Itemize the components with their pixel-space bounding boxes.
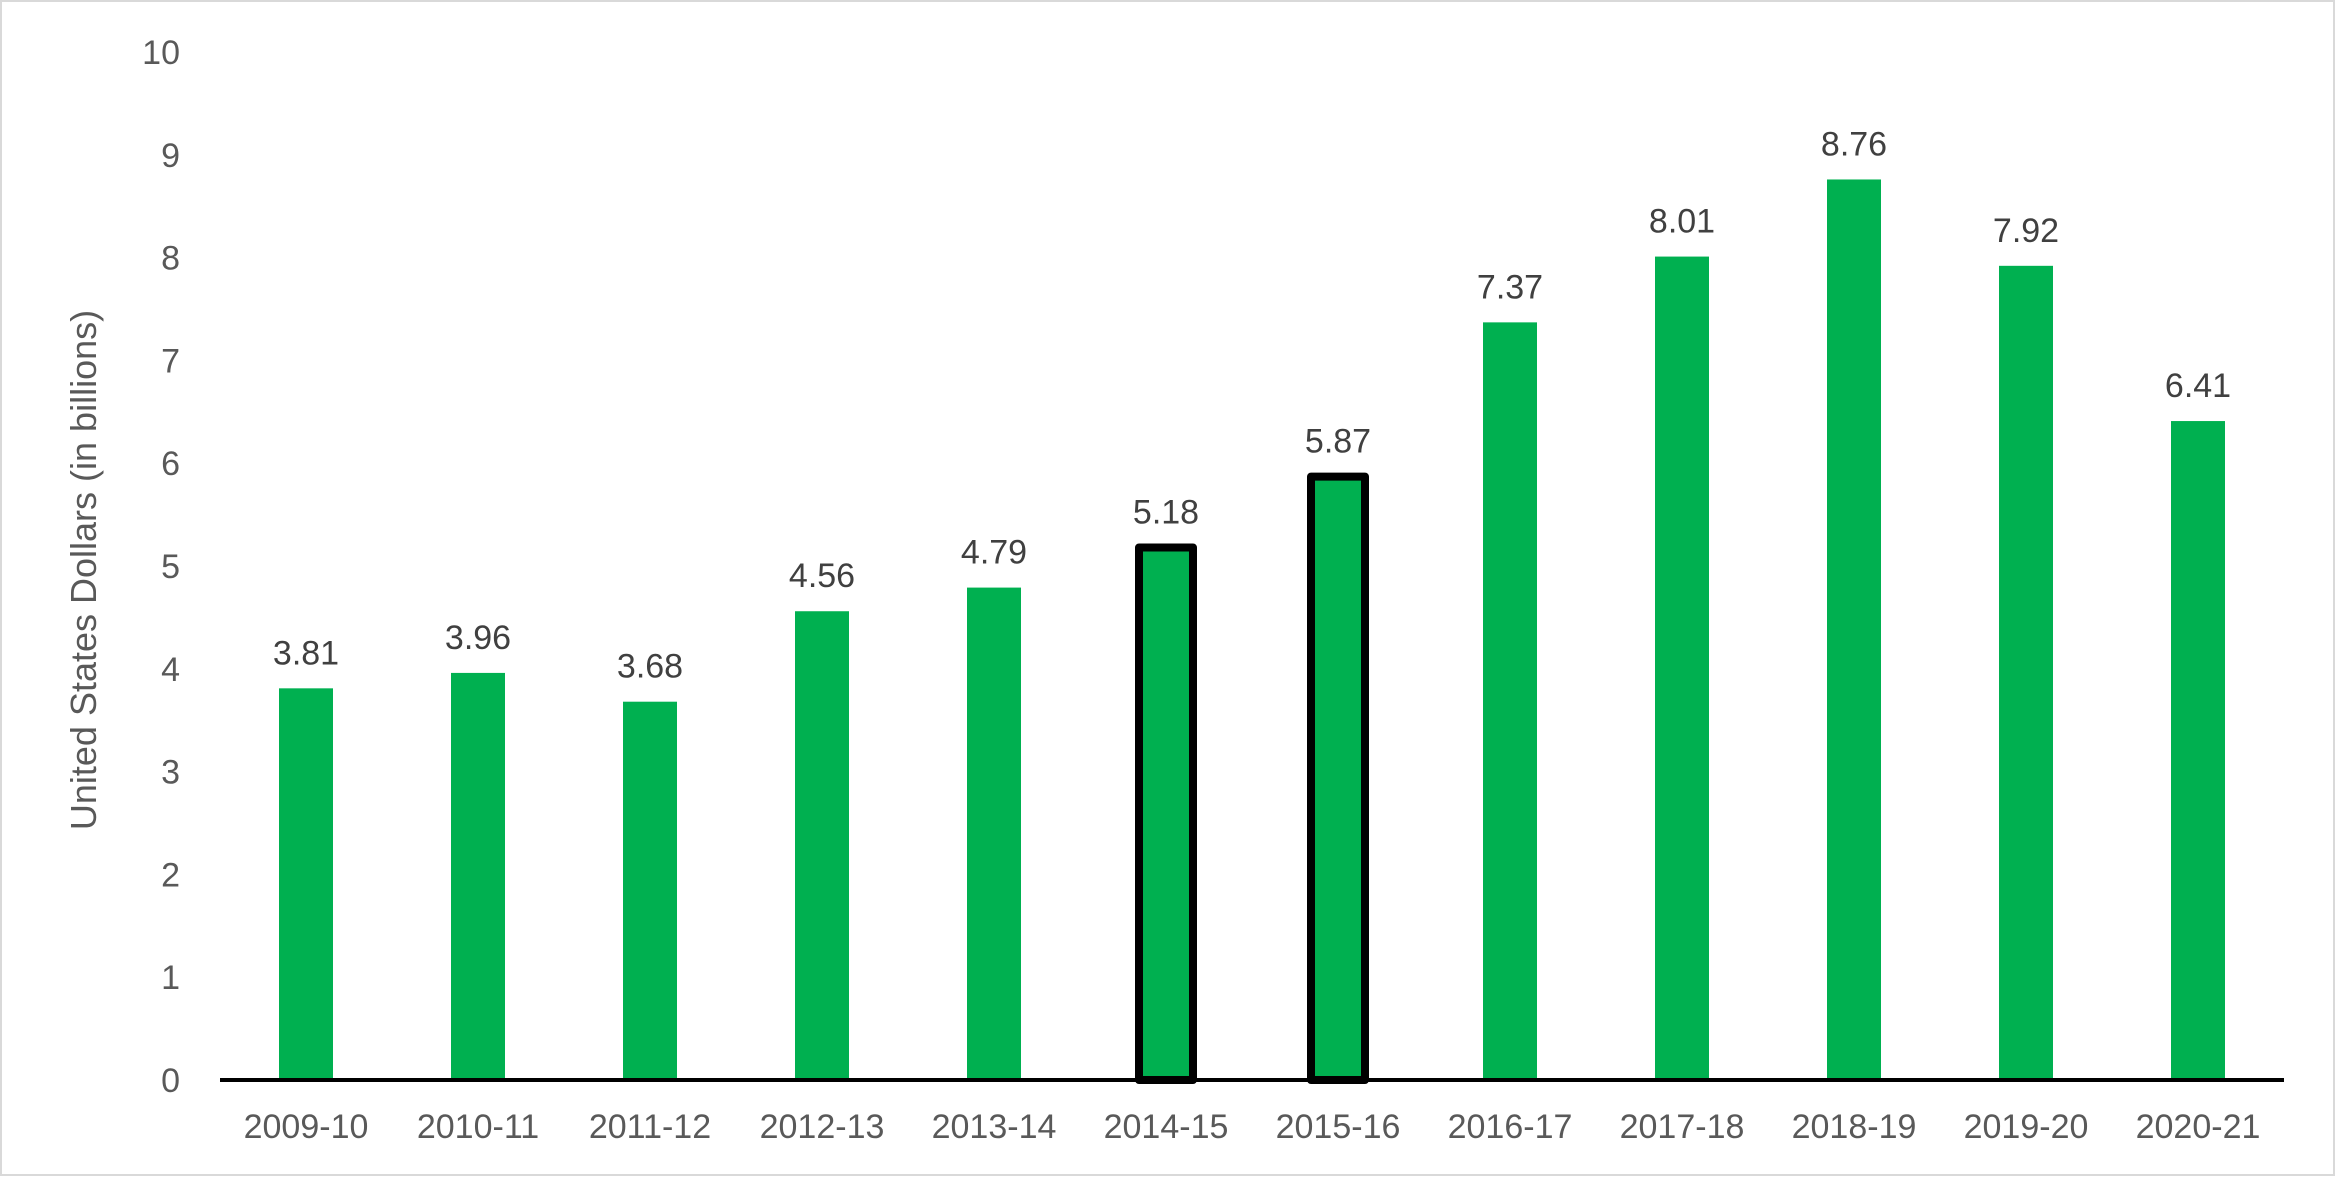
bar: [967, 587, 1021, 1080]
y-tick-label: 2: [161, 856, 180, 894]
x-tick-label: 2016-17: [1448, 1108, 1573, 1146]
data-label: 3.96: [445, 619, 511, 657]
data-label: 7.37: [1477, 268, 1543, 306]
x-tick-label: 2014-15: [1104, 1108, 1229, 1146]
y-tick-label: 9: [161, 137, 180, 175]
bar: [2171, 421, 2225, 1080]
x-tick-label: 2010-11: [417, 1108, 539, 1146]
x-tick-label: 2018-19: [1792, 1108, 1917, 1146]
bar-highlighted: [1135, 543, 1197, 1084]
bar-highlighted: [1307, 472, 1369, 1084]
x-tick-label: 2013-14: [932, 1108, 1057, 1146]
y-tick-label: 8: [161, 240, 180, 278]
x-tick-label: 2019-20: [1964, 1108, 2089, 1146]
y-tick-label: 0: [161, 1062, 180, 1100]
y-tick-label: 7: [161, 342, 180, 380]
bar: [1483, 322, 1537, 1080]
y-axis-title: United States Dollars (in billions): [63, 310, 104, 830]
bar: [1655, 256, 1709, 1080]
data-label: 8.76: [1821, 125, 1887, 163]
x-tick-label: 2015-16: [1276, 1108, 1401, 1146]
data-label: 5.18: [1133, 493, 1199, 531]
data-label: 4.79: [961, 534, 1027, 572]
bar: [1827, 179, 1881, 1081]
data-label: 8.01: [1649, 203, 1715, 241]
data-label: 4.56: [789, 557, 855, 595]
data-label: 6.41: [2165, 367, 2231, 405]
x-tick-label: 2017-18: [1620, 1108, 1745, 1146]
bar: [279, 688, 333, 1080]
y-tick-label: 3: [161, 754, 180, 792]
y-tick-label: 4: [161, 651, 180, 689]
data-label: 7.92: [1993, 212, 2059, 250]
y-tick-label: 1: [161, 959, 180, 997]
x-tick-label: 2020-21: [2136, 1108, 2261, 1146]
y-axis-ticks: 0 1 2 3 4 5 6 7 8 9 10: [142, 34, 180, 1100]
bar: [451, 672, 505, 1080]
bar: [1999, 265, 2053, 1081]
data-label: 3.81: [273, 634, 339, 672]
x-axis-ticks: 2009-10 2010-11 2011-12 2012-13 2013-14 2014-…: [244, 1108, 2261, 1146]
data-labels: 3.81 3.96 3.68 4.56 4.79 5.18 5.87 7.37 8.01 8.76…: [273, 125, 2231, 685]
y-tick-label: 10: [142, 34, 180, 72]
x-tick-label: 2012-13: [760, 1108, 885, 1146]
data-label: 3.68: [617, 648, 683, 686]
y-tick-label: 5: [161, 548, 180, 586]
bar: [623, 701, 677, 1080]
bar: [795, 611, 849, 1080]
x-tick-label: 2011-12: [589, 1108, 711, 1146]
data-label: 5.87: [1305, 423, 1371, 461]
x-tick-label: 2009-10: [244, 1108, 369, 1146]
y-tick-label: 6: [161, 445, 180, 483]
bar-series: [279, 179, 2225, 1084]
